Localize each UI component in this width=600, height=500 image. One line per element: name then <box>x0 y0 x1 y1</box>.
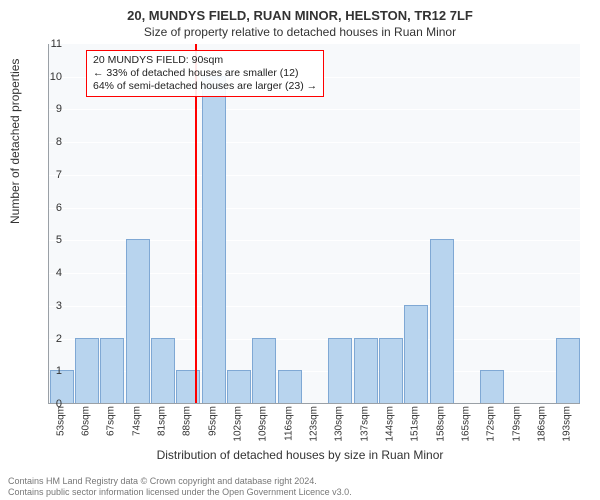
x-tick-label: 109sqm <box>258 406 269 442</box>
gridline-h <box>49 208 580 209</box>
x-tick-label: 172sqm <box>486 406 497 442</box>
chart-title-address: 20, MUNDYS FIELD, RUAN MINOR, HELSTON, T… <box>0 0 600 23</box>
x-tick-label: 130sqm <box>334 406 345 442</box>
x-tick-label: 74sqm <box>131 406 142 436</box>
x-tick-label: 193sqm <box>562 406 573 442</box>
y-tick-label: 7 <box>22 169 62 181</box>
histogram-bar <box>202 76 226 403</box>
x-tick-label: 137sqm <box>359 406 370 442</box>
footer-line1: Contains HM Land Registry data © Crown c… <box>8 476 352 487</box>
histogram-bar <box>151 338 175 403</box>
histogram-bar <box>430 239 454 403</box>
histogram-bar <box>328 338 352 403</box>
x-tick-label: 102sqm <box>233 406 244 442</box>
x-tick-label: 151sqm <box>410 406 421 442</box>
x-tick-label: 165sqm <box>461 406 472 442</box>
gridline-h <box>49 142 580 143</box>
x-tick-label: 67sqm <box>106 406 117 436</box>
footer-line2: Contains public sector information licen… <box>8 487 352 498</box>
histogram-bar <box>176 370 200 403</box>
y-tick-label: 3 <box>22 300 62 312</box>
footer-attribution: Contains HM Land Registry data © Crown c… <box>8 476 352 498</box>
y-tick-label: 0 <box>22 398 62 410</box>
y-tick-label: 1 <box>22 365 62 377</box>
y-tick-label: 9 <box>22 103 62 115</box>
histogram-bar <box>227 370 251 403</box>
x-tick-label: 81sqm <box>157 406 168 436</box>
reference-line <box>195 44 197 403</box>
y-tick-label: 6 <box>22 202 62 214</box>
histogram-bar <box>556 338 580 403</box>
annotation-box: 20 MUNDYS FIELD: 90sqm ← 33% of detached… <box>86 50 324 97</box>
y-tick-label: 4 <box>22 267 62 279</box>
x-axis-label: Distribution of detached houses by size … <box>0 448 600 462</box>
histogram-bar <box>278 370 302 403</box>
plot-container: 20 MUNDYS FIELD: 90sqm ← 33% of detached… <box>48 44 580 404</box>
annotation-line1: 20 MUNDYS FIELD: 90sqm <box>93 54 317 67</box>
annotation-line3: 64% of semi-detached houses are larger (… <box>93 80 317 93</box>
x-tick-label: 95sqm <box>207 406 218 436</box>
histogram-bar <box>379 338 403 403</box>
histogram-bar <box>126 239 150 403</box>
x-tick-label: 123sqm <box>309 406 320 442</box>
y-tick-label: 8 <box>22 136 62 148</box>
histogram-bar <box>100 338 124 403</box>
x-tick-label: 53sqm <box>55 406 66 436</box>
y-tick-label: 11 <box>22 38 62 50</box>
x-tick-label: 186sqm <box>537 406 548 442</box>
histogram-bar <box>354 338 378 403</box>
x-tick-label: 116sqm <box>283 406 294 441</box>
histogram-bar <box>252 338 276 403</box>
plot-area <box>48 44 580 404</box>
histogram-bar <box>480 370 504 403</box>
x-tick-label: 144sqm <box>385 406 396 442</box>
x-tick-label: 60sqm <box>81 406 92 436</box>
x-tick-label: 88sqm <box>182 406 193 436</box>
histogram-bar <box>404 305 428 403</box>
y-tick-label: 5 <box>22 234 62 246</box>
x-tick-label: 158sqm <box>435 406 446 442</box>
chart-subtitle: Size of property relative to detached ho… <box>0 23 600 43</box>
y-tick-label: 2 <box>22 333 62 345</box>
y-axis-label: Number of detached properties <box>8 59 22 224</box>
gridline-h <box>49 175 580 176</box>
annotation-line2: ← 33% of detached houses are smaller (12… <box>93 67 317 80</box>
y-tick-label: 10 <box>22 71 62 83</box>
x-tick-label: 179sqm <box>511 406 522 442</box>
histogram-bar <box>75 338 99 403</box>
gridline-h <box>49 109 580 110</box>
